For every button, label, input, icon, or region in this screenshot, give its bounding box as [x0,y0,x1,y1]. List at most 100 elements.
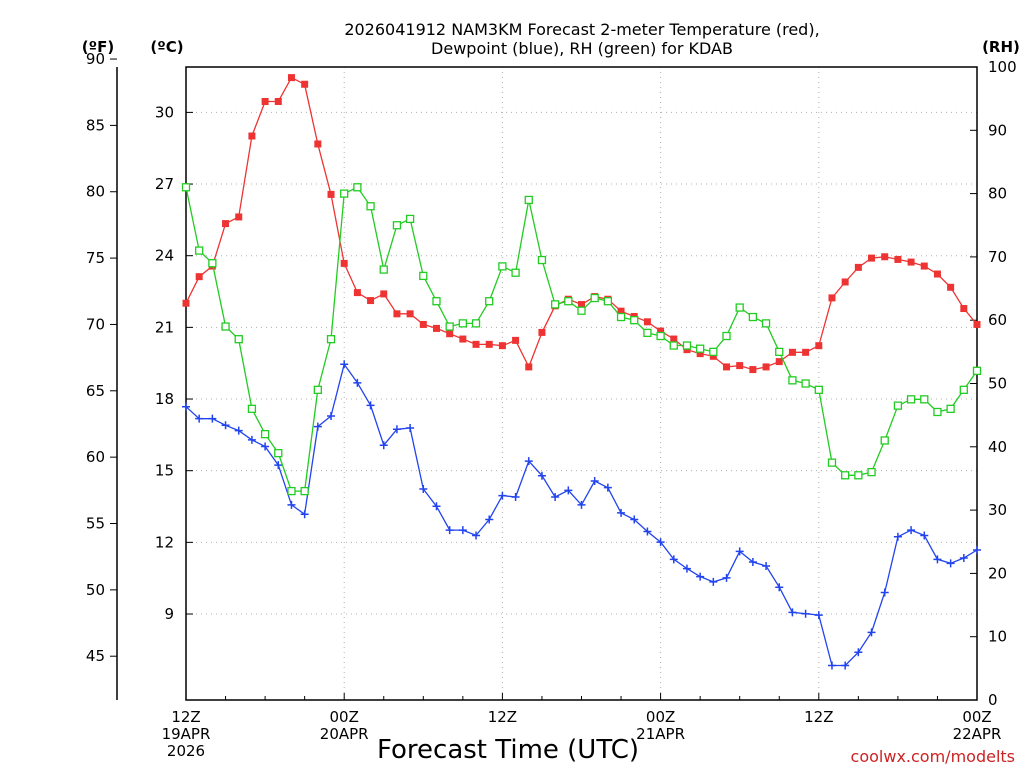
x-tick-date-label: 19APR [162,725,211,743]
dewpoint-point [195,414,204,423]
dewpoint-point [709,577,718,586]
2-meter-temperature-point [973,320,981,328]
2-meter-temperature-point [419,320,427,328]
rh-tick-label: 60 [988,311,1007,329]
celsius-tick-label: 15 [155,462,174,480]
dewpoint-point [300,510,309,519]
dewpoint-point [564,486,573,495]
dewpoint-point [762,561,771,570]
rh-point [656,331,665,341]
rh-point [906,395,916,404]
dewpoint-point [933,555,942,564]
dewpoint-point [880,588,889,597]
dewpoint-point [392,425,401,434]
dewpoint-point [603,483,612,492]
rh-tick-label: 70 [988,248,1007,266]
rh-point [498,262,507,271]
rh-point [801,379,810,388]
2-meter-temperature-point [512,336,520,344]
dewpoint-point [432,502,441,511]
fahrenheit-tick-label: 70 [86,315,105,333]
dewpoint-point [498,491,507,500]
2-meter-temperature-point [432,324,440,332]
rh-point [564,297,573,306]
2-meter-temperature-point [657,327,665,335]
2-meter-temperature-point [907,258,915,266]
dewpoint-point [801,609,810,618]
rh-tick-label: 90 [988,121,1007,139]
dewpoint-point [669,555,678,564]
x-tick-date-label: 21APR [636,725,685,743]
rh-point [287,486,296,496]
rh-point [775,347,784,357]
fahrenheit-tick-label: 75 [86,249,105,267]
2-meter-temperature-line [185,76,978,371]
rh-point [959,385,968,394]
chart-title-line1: 2026041912 NAM3KM Forecast 2-meter Tempe… [344,20,819,39]
2-meter-temperature-point [749,366,757,374]
dewpoint-point [735,547,744,556]
celsius-tick-label: 18 [155,390,174,408]
2-meter-temperature-point [723,363,731,371]
dewpoint-point [537,471,546,480]
rh-point [630,316,639,325]
2-meter-temperature-point [195,273,203,281]
2-meter-temperature-point [459,335,467,343]
fahrenheit-tick-label: 50 [86,581,105,599]
rh-tick-label: 50 [988,375,1007,393]
rh-point [603,297,613,306]
fahrenheit-tick-label: 85 [86,116,105,134]
fahrenheit-tick-label: 45 [86,647,105,665]
dewpoint-point [485,515,494,524]
dewpoint-point [907,526,916,535]
rh-point [313,385,322,394]
2-meter-temperature-point [617,307,625,315]
dewpoint-point [722,573,731,582]
chart-title-line2: Dewpoint (blue), RH (green) for KDAB [431,39,733,58]
rh-point [920,395,929,404]
rh-point [195,246,204,255]
dewpoint-point [643,527,652,536]
rh-point [485,297,494,306]
rh-tick-label: 40 [988,438,1007,456]
x-tick-date-label: 20APR [320,725,369,743]
2-meter-temperature-point [248,132,256,140]
dewpoint-point [775,583,784,592]
dewpoint-point [419,485,428,493]
rh-tick-label: 100 [988,58,1017,76]
dewpoint-point [274,461,283,470]
rh-point [181,183,191,192]
rh-point [511,268,520,277]
dewpoint-point [221,421,230,430]
x-axis-label: Forecast Time (UTC) [377,735,639,765]
2-meter-temperature-point [498,342,506,350]
rh-point [247,404,257,413]
rh-point [814,385,823,394]
celsius-tick-label: 27 [155,175,174,193]
2-meter-temperature-point [947,283,955,291]
dewpoint-point [617,508,626,517]
x-tick-time-label: 12Z [804,708,833,726]
rh-point [946,404,955,413]
celsius-tick-label: 21 [155,318,174,336]
dewpoint-point [854,648,863,657]
2-meter-temperature-point [406,310,414,318]
rh-tick-label: 80 [988,185,1007,203]
celsius-tick-label: 9 [164,605,174,623]
dewpoint-point [748,557,757,566]
rh-point [379,265,388,274]
2-meter-temperature-point [736,362,744,370]
rh-point [682,341,692,350]
rh-point [709,347,718,357]
x-tick-time-label: 00Z [646,708,675,726]
rh-tick-label: 30 [988,501,1007,519]
rh-point [735,303,744,312]
rh-point [471,319,481,328]
dewpoint-point [893,532,902,541]
2-meter-temperature-point [327,190,335,198]
rh-point [590,293,599,303]
2-meter-temperature-point [287,74,295,82]
rh-tick-label: 10 [988,628,1007,646]
dewpoint-point [577,500,586,509]
rh-point [722,331,731,341]
